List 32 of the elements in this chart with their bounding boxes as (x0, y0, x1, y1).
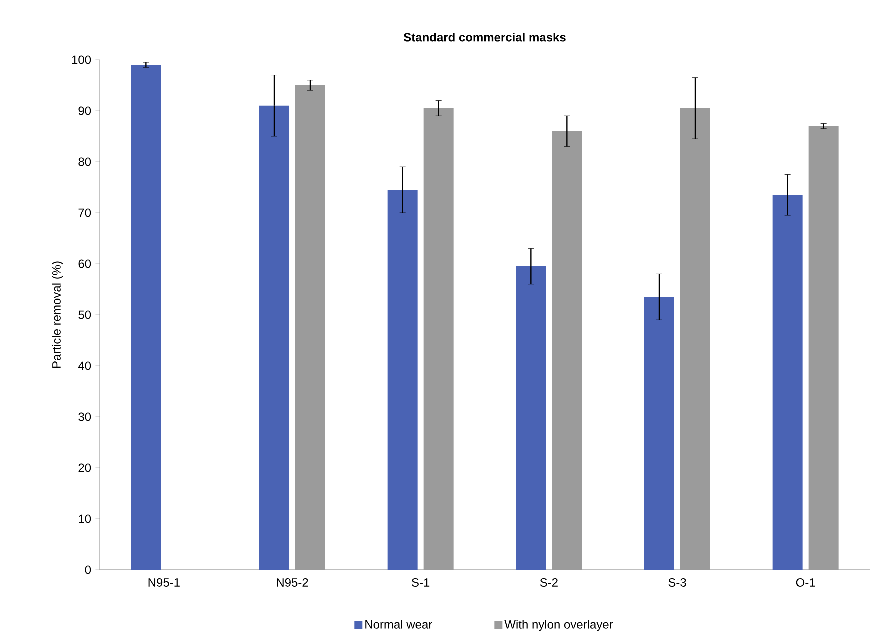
bar (772, 195, 803, 570)
y-tick-label: 60 (78, 260, 92, 268)
y-tick-label: 80 (78, 158, 92, 166)
y-tick-label: 30 (78, 412, 92, 422)
y-tick-label: 70 (78, 208, 92, 218)
y-tick-label: 20 (78, 464, 92, 472)
bar (388, 190, 418, 570)
legend-label: Normal wear (366, 620, 432, 629)
legend-label: With nylon overlayer (504, 620, 614, 632)
x-tick-label: S-3 (668, 578, 686, 587)
y-tick-label: 50 (78, 310, 92, 320)
y-tick-label: 0 (85, 566, 92, 574)
y-tick-label: 100 (72, 56, 92, 64)
x-tick-label: N95-1 (148, 578, 180, 587)
chart-title: Standard commercial masks (404, 32, 566, 42)
bar (296, 85, 326, 570)
bar (808, 126, 839, 570)
bar (552, 131, 582, 570)
bar (644, 297, 674, 570)
x-tick-label: N95-2 (277, 578, 308, 587)
y-tick-label: 90 (78, 106, 92, 116)
y-tick-label: 10 (79, 514, 92, 524)
bar (516, 266, 546, 570)
y-axis-title: Particle removal (%) (52, 262, 64, 368)
y-tick-label: 40 (78, 362, 92, 370)
bar (131, 65, 162, 570)
x-tick-label: O-1 (796, 578, 816, 587)
x-tick-label: S-2 (540, 578, 558, 587)
bar (260, 106, 290, 570)
bar (424, 108, 454, 570)
x-tick-label: S-1 (412, 578, 430, 587)
bar (680, 108, 710, 570)
